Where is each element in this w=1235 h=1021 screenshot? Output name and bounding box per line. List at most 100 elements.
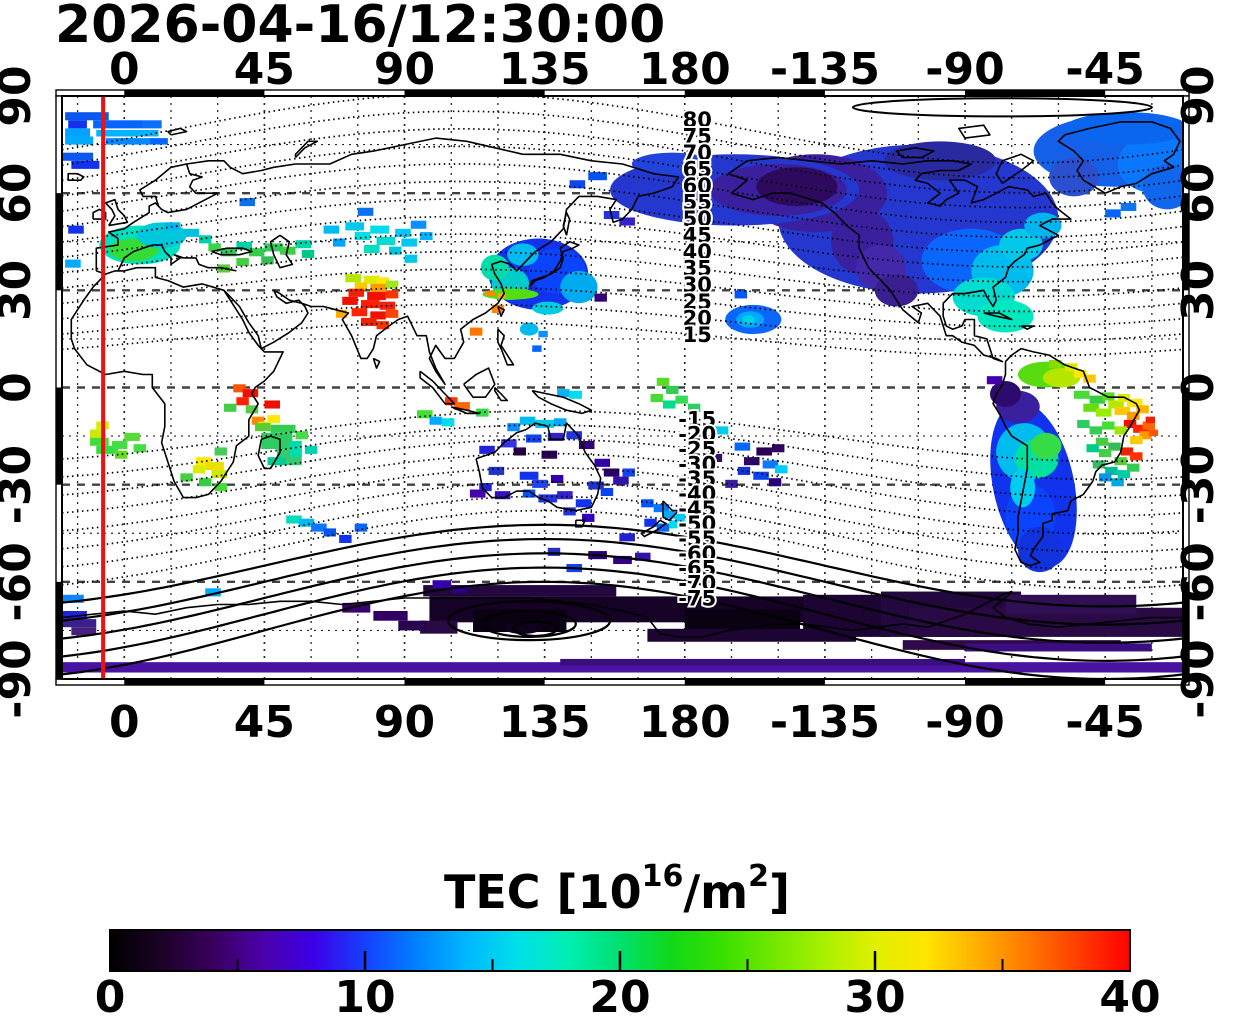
tec-observation-cell	[479, 445, 495, 454]
tec-observation-cell	[1098, 473, 1112, 482]
tec-observation-cell	[62, 619, 97, 628]
tec-observation-cell	[96, 130, 159, 137]
tec-observation-cell	[370, 225, 389, 234]
tec-observation-cell	[192, 465, 206, 474]
tec-observation-cell	[666, 385, 679, 394]
tec-field-blob	[1064, 112, 1183, 145]
tec-observation-cell	[1098, 449, 1112, 458]
maglat-contour-label: 15	[683, 323, 712, 347]
tec-observation-cell	[1114, 426, 1127, 435]
tec-observation-cell	[376, 277, 389, 286]
tec-observation-cell	[454, 402, 470, 411]
y-axis-right-label: -30	[1173, 445, 1224, 524]
tec-observation-cell	[1089, 395, 1106, 404]
tec-observation-cell	[538, 330, 548, 338]
maglat-contour-south	[62, 495, 1183, 572]
tec-field-band	[986, 376, 1003, 385]
colorbar-title: TEC [1016/m2]	[444, 859, 790, 919]
tec-observation-cell	[522, 489, 536, 498]
tec-observation-cell	[1095, 408, 1112, 417]
tec-observation-cell	[734, 442, 751, 451]
tec-observation-cell	[1089, 426, 1103, 435]
tec-observation-cell	[214, 483, 228, 492]
coastline	[640, 519, 667, 538]
tec-observation-cell	[569, 390, 583, 399]
tec-observation-cell	[441, 418, 455, 427]
tec-observation-cell	[619, 217, 635, 226]
tec-field-blob	[742, 315, 755, 324]
tec-observation-cell	[367, 291, 386, 301]
tec-observation-cell	[1130, 452, 1143, 461]
tec-observation-cell	[563, 507, 576, 516]
x-axis-bottom-label: -135	[770, 697, 880, 748]
tec-observation-cell	[743, 457, 760, 466]
y-axis-right-label: -60	[1173, 542, 1224, 622]
tec-observation-cell	[650, 393, 663, 403]
tec-observation-cell	[357, 207, 374, 216]
tec-observation-cell	[62, 594, 84, 603]
maglat-contour-label: 30	[683, 273, 712, 297]
plot-title: 2026-04-16/12:30:00	[55, 0, 665, 55]
tec-observation-cell	[538, 494, 558, 503]
tec-observation-cell	[255, 423, 271, 432]
tec-observation-cell	[323, 528, 337, 537]
tec-observation-cell	[164, 222, 181, 231]
maglat-contour-label: 45	[683, 224, 712, 248]
x-axis-bottom-label: 90	[374, 697, 435, 748]
tec-field-blob	[1030, 432, 1062, 459]
tec-observation-cell	[214, 447, 228, 456]
tec-observation-cell	[501, 439, 517, 448]
tec-observation-cell	[762, 460, 779, 469]
colorbar-ticks	[236, 951, 1004, 971]
y-axis-right-label: 30	[1173, 260, 1224, 321]
coastline	[257, 435, 281, 470]
border-segment	[684, 90, 825, 96]
tec-observation-cell	[354, 523, 368, 532]
coastline	[957, 124, 991, 139]
tec-field-blob	[504, 622, 542, 634]
tec-observation-cell	[709, 453, 723, 462]
maglat-contour-label: 65	[683, 158, 712, 182]
tec-observation-cell	[364, 244, 380, 254]
maglat-contour-south	[62, 537, 1183, 626]
tec-observation-cell	[547, 432, 564, 441]
tec-observation-cell	[775, 465, 788, 474]
colorbar-tick-labels: 0 10 20 30 40	[95, 972, 1161, 1021]
maglat-contour-label: -50	[678, 512, 716, 536]
tec-observation-cell	[339, 534, 352, 543]
coastline	[294, 140, 319, 159]
tec-observation-cell	[71, 627, 97, 636]
tec-observation-cell	[142, 120, 162, 129]
maglat-contour-south	[62, 481, 1183, 553]
tec-observation-cell	[195, 457, 212, 466]
tec-observation-cell	[199, 478, 212, 487]
tec-observation-cell	[373, 610, 408, 621]
tec-field-blob	[1017, 526, 1062, 573]
tec-observation-cell	[267, 415, 280, 424]
tec-observation-cell	[675, 395, 688, 404]
tec-observation-cell	[432, 580, 452, 589]
tec-observation-cell	[513, 447, 526, 456]
tec-observation-cell	[180, 473, 193, 482]
y-axis-right-label: -90	[1173, 639, 1224, 719]
coastline	[95, 163, 219, 271]
coastline	[493, 386, 509, 402]
x-axis-top-label: 45	[234, 44, 295, 95]
maglat-oval-south	[512, 620, 559, 638]
tec-observation-cell	[451, 585, 467, 594]
tec-observation-cell	[304, 445, 318, 454]
x-axis-bottom-label: -45	[1065, 697, 1145, 748]
tec-observation-cell	[354, 282, 368, 291]
tec-observation-cell	[205, 588, 221, 597]
tec-observation-cell	[469, 327, 483, 336]
tec-observation-cell	[332, 238, 346, 247]
tec-observation-cell	[96, 445, 119, 454]
x-axis-top-label: 180	[639, 44, 731, 95]
tec-observation-cell	[700, 423, 716, 432]
y-axis-left-label: 90	[0, 65, 41, 126]
tec-observation-cell	[360, 317, 377, 326]
coastline	[1020, 325, 1035, 331]
border-segment	[1183, 193, 1189, 291]
tec-observation-cell	[1114, 406, 1131, 416]
